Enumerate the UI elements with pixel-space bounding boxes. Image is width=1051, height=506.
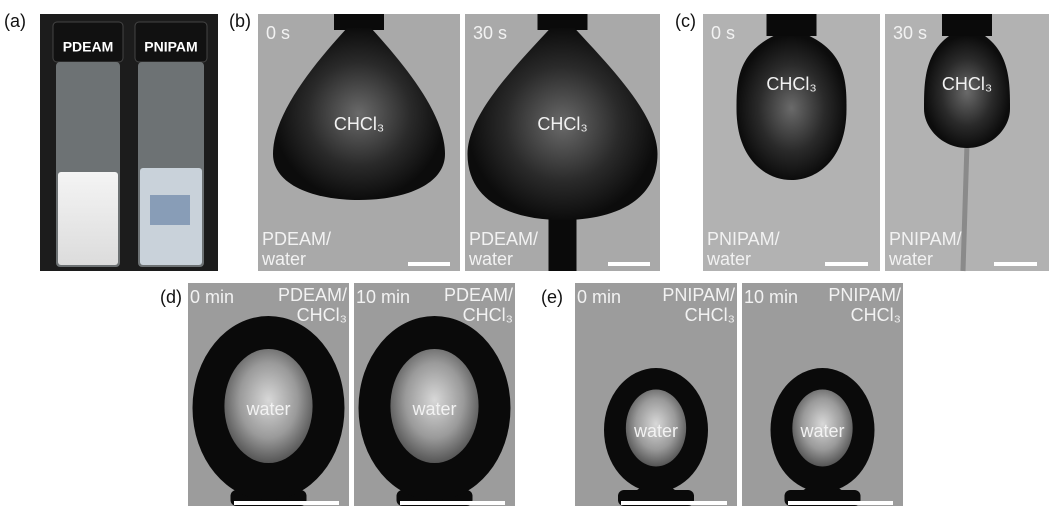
medium-label: PDEAM/ (278, 285, 347, 305)
medium-label: PNIPAM/ (707, 229, 780, 249)
medium-label: CHCl₃ (685, 305, 735, 325)
precipitate (150, 195, 190, 225)
vial-label: PNIPAM (144, 39, 197, 55)
time-label: 30 s (473, 23, 507, 43)
drop-label: CHCl₃ (942, 74, 992, 94)
drop-label: water (799, 421, 844, 441)
drop-label: water (245, 399, 290, 419)
medium-label: PNIPAM/ (889, 229, 962, 249)
medium-label: PNIPAM/ (662, 285, 735, 305)
medium-label: water (888, 249, 933, 269)
medium-label: PDEAM/ (469, 229, 538, 249)
medium-label: PDEAM/ (444, 285, 513, 305)
medium-label: water (261, 249, 306, 269)
drop-label: CHCl₃ (537, 114, 587, 134)
panel-label: (b) (229, 11, 251, 31)
medium-label: CHCl₃ (297, 305, 347, 325)
panel-label: (e) (541, 287, 563, 307)
time-label: 10 min (744, 287, 798, 307)
figure: (a) (b) (c) (d) (e) PDEAM PNIPAM CHCl₃ 0 s PDEAM/… (0, 0, 1051, 506)
time-label: 10 min (356, 287, 410, 307)
needle (767, 14, 817, 36)
medium-label: water (706, 249, 751, 269)
liquid (58, 172, 118, 265)
panel-label: (a) (4, 11, 26, 31)
panel-label: (c) (675, 11, 696, 31)
panel-label: (d) (160, 287, 182, 307)
time-label: 0 s (266, 23, 290, 43)
drop-label: CHCl₃ (334, 114, 384, 134)
medium-label: PDEAM/ (262, 229, 331, 249)
time-label: 0 s (711, 23, 735, 43)
time-label: 0 min (190, 287, 234, 307)
medium-label: CHCl₃ (463, 305, 513, 325)
needle (538, 14, 588, 30)
drop-label: water (411, 399, 456, 419)
medium-label: CHCl₃ (851, 305, 901, 325)
vial-label: PDEAM (63, 39, 114, 55)
droplet (737, 36, 847, 180)
medium-label: water (468, 249, 513, 269)
drop-label: CHCl₃ (766, 74, 816, 94)
drop-label: water (633, 421, 678, 441)
time-label: 30 s (893, 23, 927, 43)
needle (942, 14, 992, 36)
needle (334, 14, 384, 30)
time-label: 0 min (577, 287, 621, 307)
medium-label: PNIPAM/ (828, 285, 901, 305)
